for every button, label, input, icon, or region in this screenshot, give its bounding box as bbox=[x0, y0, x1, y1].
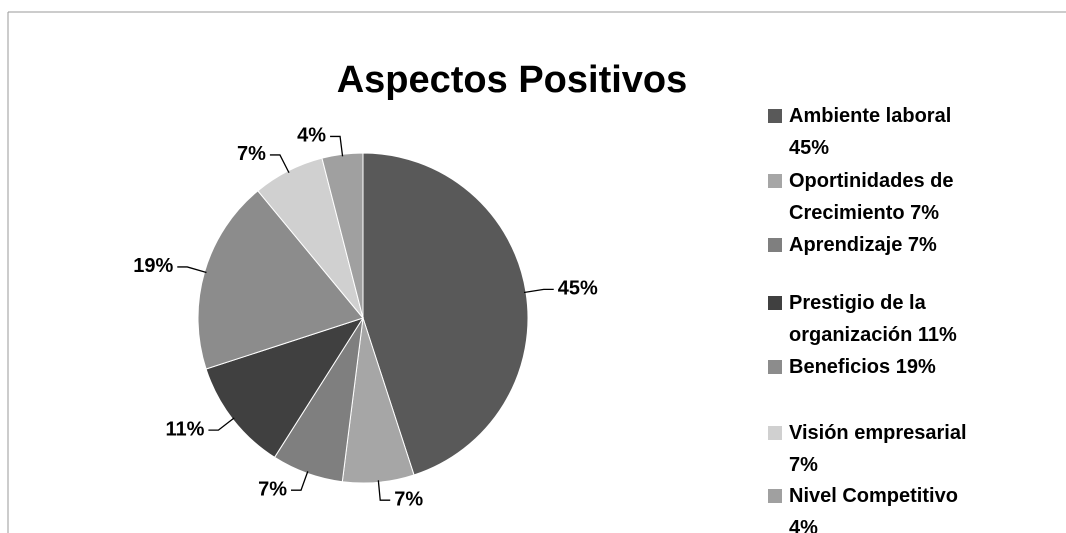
data-label: 7% bbox=[394, 488, 423, 510]
legend-label: Visión empresarial 7% bbox=[789, 422, 967, 476]
legend-swatch bbox=[768, 109, 782, 123]
legend-label: Oportinidades de Crecimiento 7% bbox=[789, 170, 954, 224]
leader-line bbox=[377, 480, 391, 501]
legend-entry: Beneficios 19% bbox=[768, 351, 983, 383]
legend-swatch bbox=[768, 426, 782, 440]
leader-line bbox=[177, 266, 207, 274]
legend-label: Aprendizaje 7% bbox=[789, 234, 937, 256]
leader-line bbox=[208, 417, 235, 431]
leader-line bbox=[330, 135, 344, 157]
leader-line bbox=[269, 154, 290, 174]
legend-entry: Prestigio de la organización 11% bbox=[768, 287, 983, 351]
leader-line bbox=[523, 288, 554, 294]
legend-entry: Nivel Competitivo 4% bbox=[768, 480, 983, 533]
legend-label: Ambiente laboral 45% bbox=[789, 105, 952, 159]
data-label: 7% bbox=[237, 143, 266, 165]
leader-line bbox=[291, 471, 309, 491]
legend-label: Prestigio de la organización 11% bbox=[789, 292, 957, 346]
legend-swatch bbox=[768, 296, 782, 310]
legend-label: Nivel Competitivo 4% bbox=[789, 485, 958, 533]
legend-label: Beneficios 19% bbox=[789, 356, 936, 378]
legend-entry: Oportinidades de Crecimiento 7% bbox=[768, 165, 983, 229]
data-label: 7% bbox=[258, 478, 287, 500]
legend-swatch bbox=[768, 238, 782, 252]
chart-title: Aspectos Positivos bbox=[337, 59, 688, 101]
data-label: 19% bbox=[133, 255, 173, 277]
legend-swatch bbox=[768, 489, 782, 503]
legend-swatch bbox=[768, 174, 782, 188]
legend-entry: Aprendizaje 7% bbox=[768, 229, 983, 261]
data-label: 4% bbox=[297, 125, 326, 147]
data-label: 45% bbox=[558, 278, 598, 300]
legend-swatch bbox=[768, 360, 782, 374]
data-label: 11% bbox=[165, 418, 204, 440]
legend-entry: Visión empresarial 7% bbox=[768, 417, 983, 481]
legend-entry: Ambiente laboral 45% bbox=[768, 100, 983, 164]
